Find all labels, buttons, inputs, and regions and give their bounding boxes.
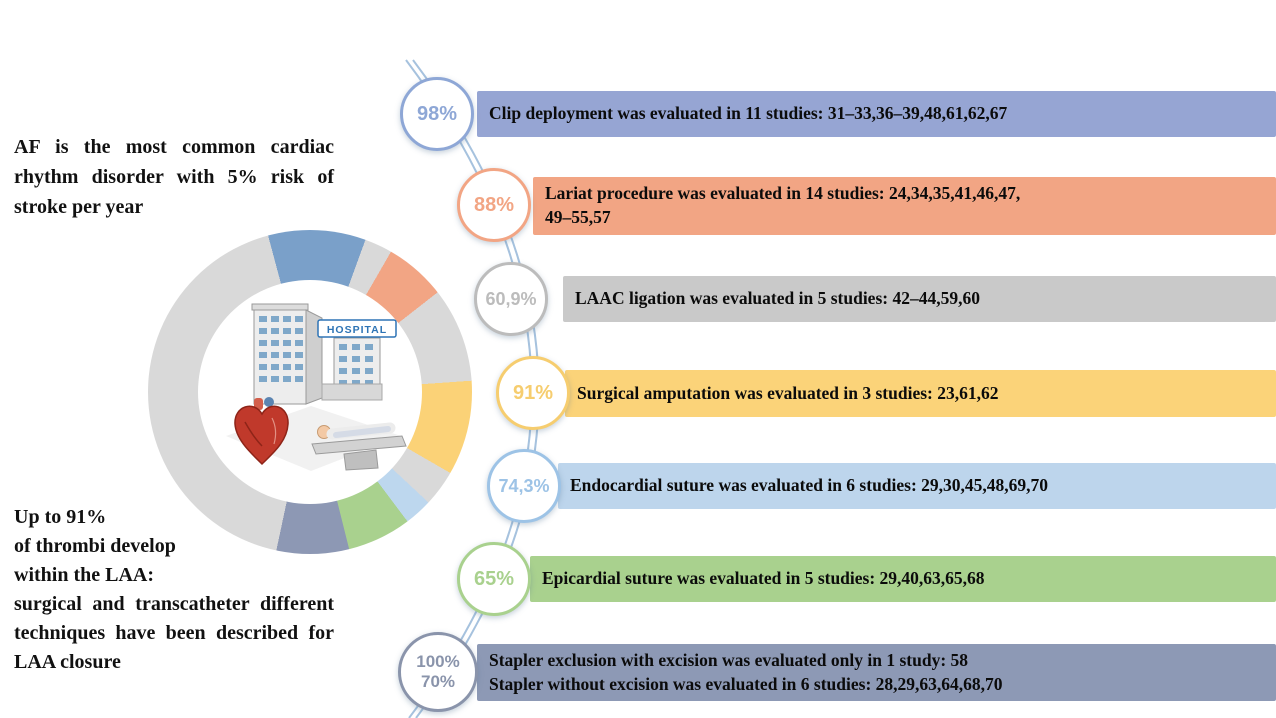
hospital-sign	[317, 319, 397, 338]
patient-table-icon	[311, 422, 407, 471]
summary-text: Up to 91% of thrombi develop within the …	[14, 503, 334, 677]
summary-line: Up to 91%	[14, 506, 107, 528]
summary-line: surgical and transcatheter different tec…	[14, 593, 334, 673]
hospital-illustration: HOSPITAL	[226, 303, 407, 471]
heart-icon	[234, 397, 289, 466]
donut-chart: HOSPITAL	[148, 230, 472, 554]
building-icon: HOSPITAL	[317, 319, 397, 401]
building-icon	[251, 303, 323, 405]
summary-line: within the LAA:	[14, 564, 155, 586]
intro-text: AF is the most common cardiac rhythm dis…	[14, 136, 334, 218]
hospital-sign-label: HOSPITAL	[327, 324, 387, 336]
summary-line: of thrombi develop	[14, 535, 176, 557]
